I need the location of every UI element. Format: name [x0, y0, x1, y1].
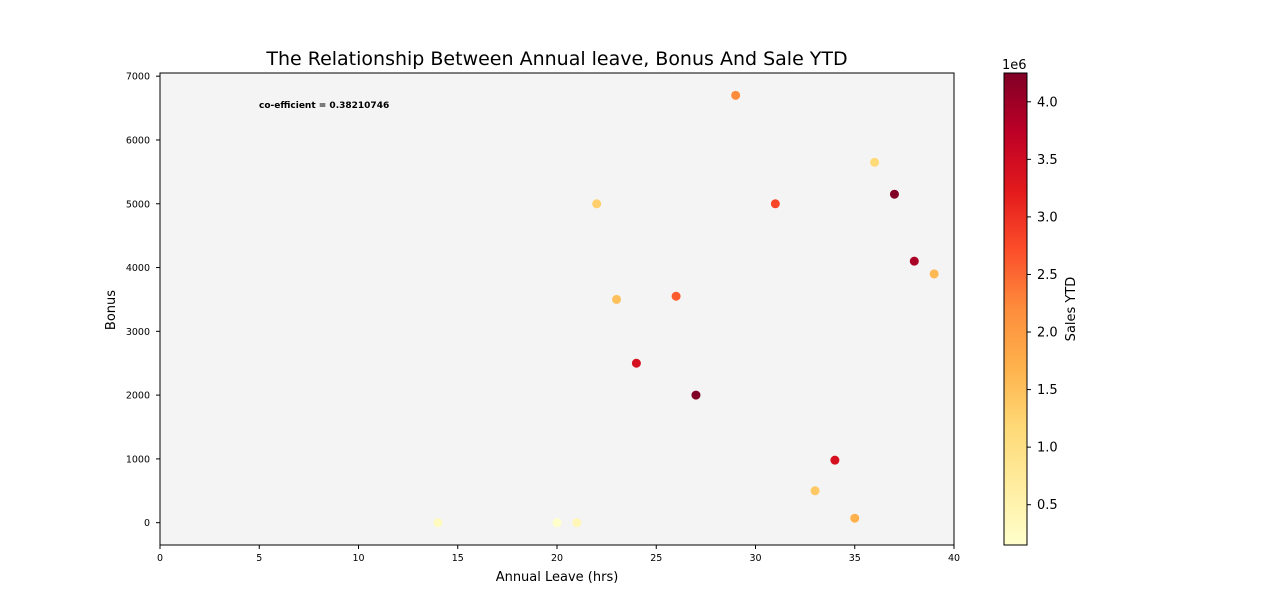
colorbar-tick-label: 1.5 [1037, 383, 1058, 398]
scatter-point [830, 455, 840, 465]
y-tick-label: 2000 [126, 391, 150, 402]
chart-title: The Relationship Between Annual leave, B… [265, 48, 847, 70]
colorbar-tick-label: 3.5 [1037, 153, 1058, 168]
x-tick-label: 15 [452, 553, 464, 564]
x-tick-label: 40 [948, 553, 960, 564]
x-axis-ticks: 0 5 10 15 20 25 30 35 40 [157, 545, 960, 564]
data-points [433, 90, 939, 528]
colorbar-tick-label: 4.0 [1037, 95, 1058, 110]
scatter-point [731, 90, 741, 100]
plot-area [159, 72, 955, 546]
colorbar [1003, 72, 1028, 546]
colorbar-tick-label: 3.0 [1037, 210, 1058, 225]
y-tick-label: 5000 [126, 199, 150, 210]
colorbar-ticks: 0.5 1.0 1.5 2.0 2.5 3.0 3.5 4.0 [1027, 95, 1058, 513]
coefficient-annotation: co-efficient = 0.38210746 [259, 101, 389, 111]
scatter-point [810, 486, 820, 496]
scatter-point [572, 518, 582, 528]
x-tick-label: 25 [650, 553, 662, 564]
scatter-point [691, 390, 701, 400]
y-axis-ticks: 0 1000 2000 3000 4000 5000 6000 7000 [126, 72, 160, 529]
x-tick-label: 5 [256, 553, 262, 564]
scatter-point [850, 513, 860, 523]
x-axis-label: Annual Leave (hrs) [496, 570, 619, 585]
scatter-point [870, 157, 880, 167]
colorbar-label: Sales YTD [1064, 277, 1079, 342]
x-tick-label: 10 [352, 553, 364, 564]
x-tick-label: 0 [157, 553, 163, 564]
scatter-point [889, 189, 899, 199]
y-tick-label: 0 [144, 518, 150, 529]
scatter-point [433, 518, 443, 528]
y-tick-label: 7000 [126, 72, 150, 83]
scatter-point [929, 269, 939, 279]
colorbar-tick-label: 2.5 [1037, 268, 1058, 283]
colorbar-tick-label: 0.5 [1037, 498, 1058, 513]
y-tick-label: 3000 [126, 327, 150, 338]
x-tick-label: 35 [849, 553, 861, 564]
scatter-point [770, 199, 780, 209]
y-tick-label: 6000 [126, 135, 150, 146]
y-tick-label: 4000 [126, 263, 150, 274]
scatter-point [592, 199, 602, 209]
scatter-point [631, 358, 641, 368]
colorbar-tick-label: 1.0 [1037, 441, 1058, 456]
scatter-point [612, 294, 622, 304]
colorbar-exponent: 1e6 [1002, 58, 1027, 73]
colorbar-tick-label: 2.0 [1037, 326, 1058, 341]
y-tick-label: 1000 [126, 454, 150, 465]
scatter-point [671, 291, 681, 301]
scatter-point [909, 256, 919, 266]
x-tick-label: 20 [551, 553, 563, 564]
x-tick-label: 30 [749, 553, 761, 564]
scatter-point [552, 518, 562, 528]
y-axis-label: Bonus [104, 290, 119, 330]
